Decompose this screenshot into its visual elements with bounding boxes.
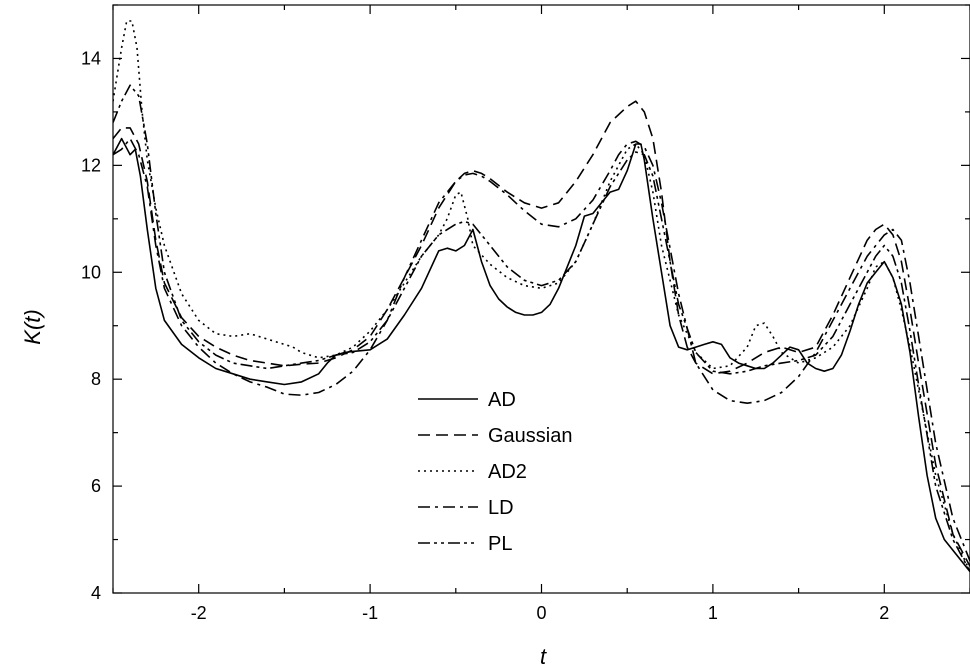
x-tick-label: 2 [879,603,889,623]
legend-label-gaussian: Gaussian [488,425,573,447]
legend-label-pl: PL [488,533,512,555]
series-line-ad [113,137,970,573]
y-tick-label: 6 [91,476,101,496]
x-tick-label: -2 [191,603,207,623]
legend-label-ad2: AD2 [488,461,527,483]
x-tick-label: 1 [708,603,718,623]
series-line-pl [113,84,970,572]
legend-label-ld: LD [488,497,514,519]
legend: AD Gaussian AD2 LD PL [418,389,573,555]
x-tick-label: -1 [362,603,378,623]
y-tick-label: 14 [81,48,101,68]
x-axis-title: t [540,644,547,669]
x-tick-label: 0 [536,603,546,623]
legend-label-ad: AD [488,389,516,411]
series-layer [113,20,970,573]
y-tick-label: 4 [91,583,101,603]
y-axis-title: K(t) [20,309,45,344]
y-tick-label: 12 [81,155,101,175]
series-line-ld [113,137,970,562]
y-tick-label: 8 [91,369,101,389]
y-tick-label: 10 [81,262,101,282]
series-line-gaussian [113,100,970,567]
